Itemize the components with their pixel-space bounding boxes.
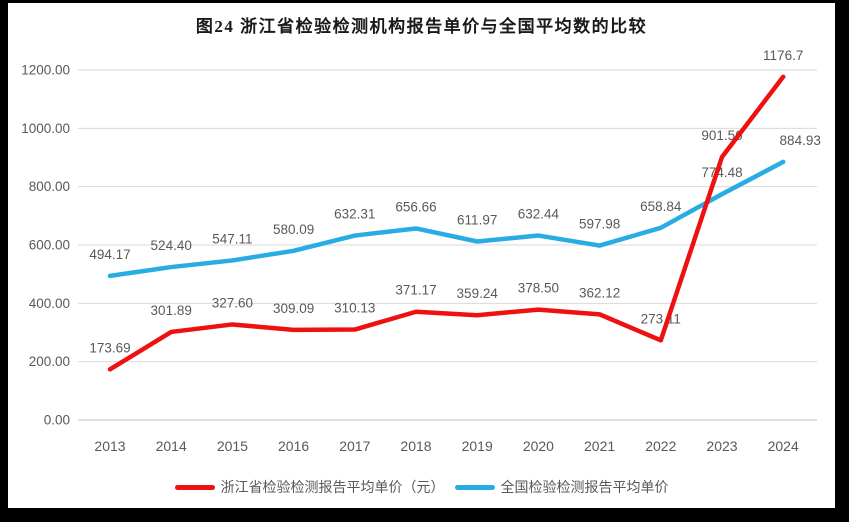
data-label: 901.56 [701, 128, 742, 143]
data-label: 774.48 [701, 165, 742, 180]
legend-swatch-national-line [454, 484, 495, 490]
data-label: 524.40 [151, 238, 192, 253]
y-axis-tick-label: 200.00 [29, 354, 70, 369]
national-series-line [107, 159, 786, 279]
x-axis-tick-label: 2015 [217, 438, 248, 454]
data-label: 310.13 [334, 301, 375, 316]
y-axis-tick-label: 400.00 [29, 296, 70, 311]
chart-surface: 图24 浙江省检验检测机构报告单价与全国平均数的比较 0.00 200.00 400… [8, 3, 835, 508]
data-label: 327.60 [212, 295, 253, 310]
data-label: 656.66 [395, 199, 436, 214]
legend-swatch-zhejiang-line [174, 484, 215, 490]
data-label: 884.93 [780, 133, 821, 148]
data-label: 359.24 [457, 286, 499, 301]
data-label: 494.17 [89, 247, 130, 262]
x-axis-tick-label: 2024 [768, 438, 799, 454]
x-axis-tick-label: 2017 [339, 438, 370, 454]
line-chart-plot: 0.00 200.00 400.00 600.00 800.00 1000.00 1200.… [21, 48, 821, 454]
x-axis-tick-label: 2013 [94, 438, 125, 454]
x-axis-tick-label: 2019 [462, 438, 493, 454]
data-label: 658.84 [640, 199, 682, 214]
y-axis-tick-label: 0.00 [44, 413, 70, 428]
zhejiang-series-line [107, 74, 786, 372]
x-axis-tick-label: 2021 [584, 438, 615, 454]
x-axis-tick-label: 2018 [400, 438, 431, 454]
x-axis-tick-label: 2020 [523, 438, 554, 454]
data-label: 597.98 [579, 217, 620, 232]
x-axis-tick-label: 2022 [645, 438, 676, 454]
data-label: 173.69 [89, 340, 130, 355]
y-axis-tick-label: 600.00 [29, 238, 70, 253]
legend-item-national: 全国检验检测报告平均单价 [454, 477, 669, 497]
legend-label-zhejiang: 浙江省检验检测报告平均单价（元） [220, 479, 445, 495]
x-axis-tick-label: 2016 [278, 438, 309, 454]
y-axis-tick-label: 1200.00 [21, 63, 70, 78]
data-label: 547.11 [212, 231, 252, 246]
y-axis-tick-label: 800.00 [29, 179, 70, 194]
data-label: 309.09 [273, 301, 314, 316]
chart-title: 图24 浙江省检验检测机构报告单价与全国平均数的比较 [195, 17, 648, 36]
chart-legend: 浙江省检验检测报告平均单价（元） 全国检验检测报告平均单价 [8, 477, 835, 497]
data-label: 632.31 [334, 207, 375, 222]
data-label: 301.89 [151, 303, 192, 318]
data-label: 1176.7 [763, 48, 803, 63]
x-axis-tick-label: 2023 [706, 438, 737, 454]
data-label: 580.09 [273, 222, 314, 237]
legend-item-zhejiang: 浙江省检验检测报告平均单价（元） [174, 477, 445, 497]
legend-label-national: 全国检验检测报告平均单价 [500, 479, 669, 495]
data-label: 362.12 [579, 285, 620, 300]
data-label: 611.97 [457, 213, 497, 228]
y-axis-tick-label: 1000.00 [21, 121, 70, 136]
x-axis-tick-label: 2014 [156, 438, 187, 454]
data-label: 273.11 [641, 311, 681, 326]
data-label: 371.17 [395, 283, 436, 298]
data-label: 378.50 [518, 281, 559, 296]
data-label: 632.44 [518, 207, 560, 222]
